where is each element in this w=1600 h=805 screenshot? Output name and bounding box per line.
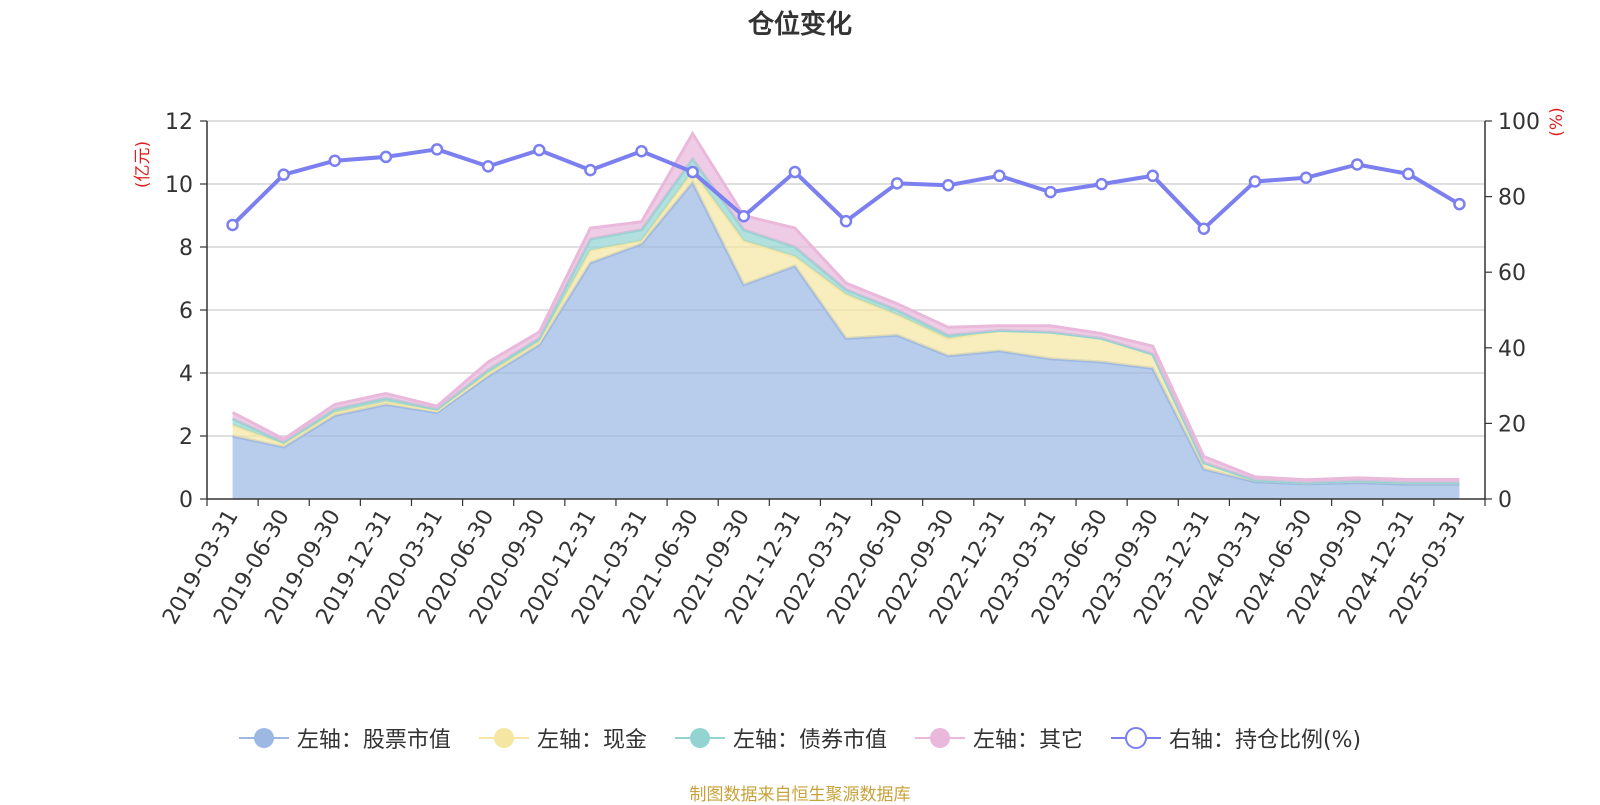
left-tick-label: 4 [179,362,193,387]
ratio-point [533,143,546,157]
ratio-point [1350,158,1364,171]
ratio-line [226,143,1466,235]
source-note: 制图数据来自恒生聚源数据库 [689,785,911,805]
left-tick-label: 6 [179,299,193,324]
ratio-point [1095,177,1108,191]
ratio-point [1402,167,1415,181]
ratio-point [890,177,904,190]
right-tick-label: 60 [1498,261,1526,286]
ratio-point [941,179,955,192]
left-axis-unit: (亿元) [133,141,153,188]
right-axis-unit: (%) [1547,107,1567,136]
ratio-point [839,214,853,228]
legend-item[interactable]: 右轴：持仓比例(%) [1110,722,1362,754]
right-tick-label: 80 [1498,186,1526,211]
right-tick-label: 0 [1498,488,1512,513]
ratio-point [1044,185,1057,199]
ratio-point [1197,222,1211,235]
ratio-point [1146,169,1159,183]
ratio-point [993,169,1006,183]
legend-label: 右轴：持仓比例(%) [1168,728,1362,753]
ratio-point [1453,197,1466,211]
legend-label: 左轴：股票市值 [296,728,451,753]
area-左轴：现金 [232,171,1460,485]
legend-label: 左轴：债券市值 [732,728,887,753]
ratio-point [481,160,495,173]
chart-title: 仓位变化 [747,10,852,40]
legend-item[interactable]: 左轴：现金 [478,722,647,754]
legend-label: 左轴：现金 [536,728,647,753]
legend-swatch [914,728,965,748]
ratio-point [379,150,393,164]
ratio-point [1248,175,1262,188]
ratio-point [788,165,802,179]
ratio-point [635,144,648,158]
ratio-point [430,143,444,156]
left-tick-label: 0 [179,488,193,513]
right-tick-label: 100 [1498,110,1540,135]
legend-item[interactable]: 左轴：其它 [914,722,1083,754]
legend-label: 左轴：其它 [972,728,1083,753]
area-左轴：股票市值 [232,182,1460,499]
stacked-areas [231,130,1460,499]
right-tick-label: 40 [1498,337,1526,362]
legend-swatch [478,728,529,748]
ratio-point [277,168,290,181]
legend-item[interactable]: 左轴：债券市值 [674,722,887,754]
ratio-point [328,154,342,167]
legend-swatch [674,728,725,748]
ratio-point [1299,171,1313,184]
ratio-point [584,163,597,177]
left-tick-label: 2 [179,425,193,450]
right-tick-label: 20 [1498,412,1526,437]
left-tick-label: 10 [165,173,193,198]
legend-swatch [238,728,289,748]
left-tick-label: 8 [179,236,193,261]
ratio-point [737,210,751,223]
legend-item[interactable]: 左轴：股票市值 [238,722,451,754]
area-edge-左轴：其它 [231,130,1460,482]
ratio-point [226,218,239,232]
left-tick-label: 12 [165,110,193,135]
axes [200,120,1492,506]
legend-swatch [1110,727,1161,749]
legend: 左轴：股票市值 左轴：现金 左轴：债券市值 左轴：其它 右轴：持仓比例(%) [0,722,1600,754]
ratio-point [686,165,699,179]
